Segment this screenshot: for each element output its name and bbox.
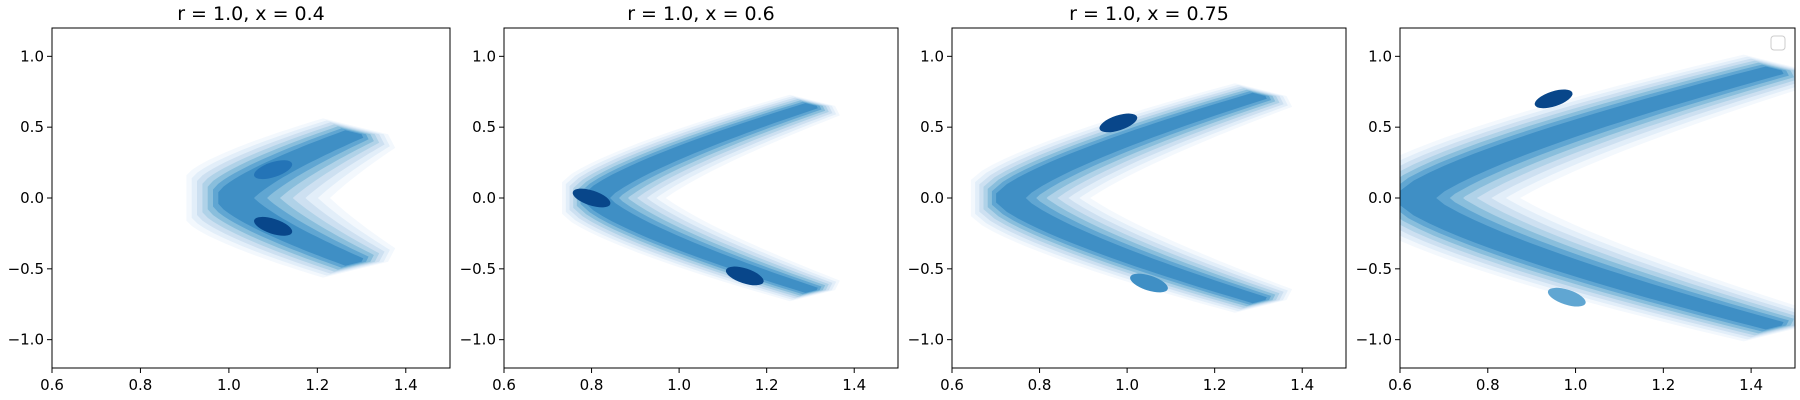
density-peak-1 bbox=[254, 160, 293, 180]
density-contours bbox=[562, 94, 840, 302]
x-tick-label: 1.4 bbox=[394, 376, 418, 394]
contour-level-1 bbox=[970, 83, 1293, 313]
x-tick-label: 0.6 bbox=[492, 376, 516, 394]
contour-level-1 bbox=[562, 94, 840, 302]
y-tick-label: 0.5 bbox=[1368, 118, 1392, 136]
x-tick-label: 0.6 bbox=[1388, 376, 1412, 394]
density-peak-2 bbox=[725, 266, 764, 286]
y-tick-label: −1.0 bbox=[1356, 331, 1392, 349]
y-tick-label: 0.5 bbox=[920, 118, 944, 136]
y-tick-label: −0.5 bbox=[1356, 260, 1392, 278]
legend-box bbox=[1770, 35, 1786, 51]
y-tick-label: −0.5 bbox=[460, 260, 496, 278]
x-tick-label: 1.0 bbox=[667, 376, 691, 394]
x-tick-label: 0.8 bbox=[1028, 376, 1052, 394]
contour-level-5 bbox=[207, 126, 374, 270]
y-tick-label: 0.5 bbox=[472, 118, 496, 136]
density-peak-1 bbox=[572, 188, 611, 208]
subplot-title: r = 1.0, x = 0.4 bbox=[177, 3, 325, 25]
x-tick-label: 1.4 bbox=[842, 376, 866, 394]
y-tick-label: 0.0 bbox=[20, 189, 44, 207]
y-tick-label: 1.0 bbox=[920, 47, 944, 65]
density-contours bbox=[186, 118, 396, 278]
x-tick-label: 1.4 bbox=[1739, 376, 1763, 394]
x-tick-label: 1.0 bbox=[217, 376, 241, 394]
y-tick-label: −1.0 bbox=[908, 331, 944, 349]
y-tick-label: 0.0 bbox=[1368, 189, 1392, 207]
y-tick-label: 1.0 bbox=[1368, 47, 1392, 65]
contour-level-7 bbox=[584, 103, 818, 293]
density-peak-2 bbox=[254, 216, 293, 236]
x-tick-label: 1.2 bbox=[755, 376, 779, 394]
density-peak-1 bbox=[1534, 89, 1573, 109]
x-tick-label: 1.2 bbox=[305, 376, 329, 394]
subplot-title: r = 1.0, x = 0.75 bbox=[1069, 3, 1229, 25]
x-tick-label: 1.4 bbox=[1290, 376, 1314, 394]
contour-level-3 bbox=[1400, 58, 1795, 338]
density-contours bbox=[1400, 54, 1795, 342]
y-tick-label: −0.5 bbox=[8, 260, 44, 278]
subplot-title: r = 1.0, x = 0.6 bbox=[627, 3, 775, 25]
x-tick-label: 1.0 bbox=[1115, 376, 1139, 394]
y-tick-label: −1.0 bbox=[460, 331, 496, 349]
y-tick-label: 0.0 bbox=[920, 189, 944, 207]
x-tick-label: 1.2 bbox=[1203, 376, 1227, 394]
subplot-2: 0.6 0.8 1.0 1.2 1.4 1.0 0.5 0.0 −0.5 −1.0 r = 1.0,… bbox=[460, 3, 899, 394]
density-peak-1 bbox=[1099, 113, 1138, 133]
contour-level-7 bbox=[218, 130, 364, 266]
density-contours bbox=[970, 83, 1293, 313]
subplot-4: 0.6 0.8 1.0 1.2 1.4 1.0 0.5 0.0 −0.5 −1.0 bbox=[1356, 27, 1796, 394]
subplot-1: 0.6 0.8 1.0 1.2 1.4 1.0 0.5 0.0 −0.5 −1.0 r = 1.0,… bbox=[8, 3, 451, 394]
x-tick-label: 0.8 bbox=[129, 376, 153, 394]
x-tick-label: 0.6 bbox=[940, 376, 964, 394]
y-tick-label: −1.0 bbox=[8, 331, 44, 349]
density-peak-2 bbox=[1547, 287, 1586, 307]
contour-level-7 bbox=[996, 92, 1267, 304]
x-tick-label: 1.2 bbox=[1651, 376, 1675, 394]
x-tick-label: 0.8 bbox=[580, 376, 604, 394]
y-tick-label: −0.5 bbox=[908, 260, 944, 278]
x-tick-label: 1.0 bbox=[1564, 376, 1588, 394]
x-tick-label: 0.8 bbox=[1476, 376, 1500, 394]
subplot-3: 0.6 0.8 1.0 1.2 1.4 1.0 0.5 0.0 −0.5 −1.0 r = 1.0,… bbox=[908, 3, 1347, 394]
contour-level-2 bbox=[1400, 56, 1795, 340]
y-tick-label: 1.0 bbox=[472, 47, 496, 65]
y-tick-label: 0.0 bbox=[472, 189, 496, 207]
x-tick-label: 0.6 bbox=[40, 376, 64, 394]
density-peak-2 bbox=[1130, 273, 1168, 293]
y-tick-label: 0.5 bbox=[20, 118, 44, 136]
contour-level-7 bbox=[1400, 66, 1784, 330]
y-tick-label: 1.0 bbox=[20, 47, 44, 65]
